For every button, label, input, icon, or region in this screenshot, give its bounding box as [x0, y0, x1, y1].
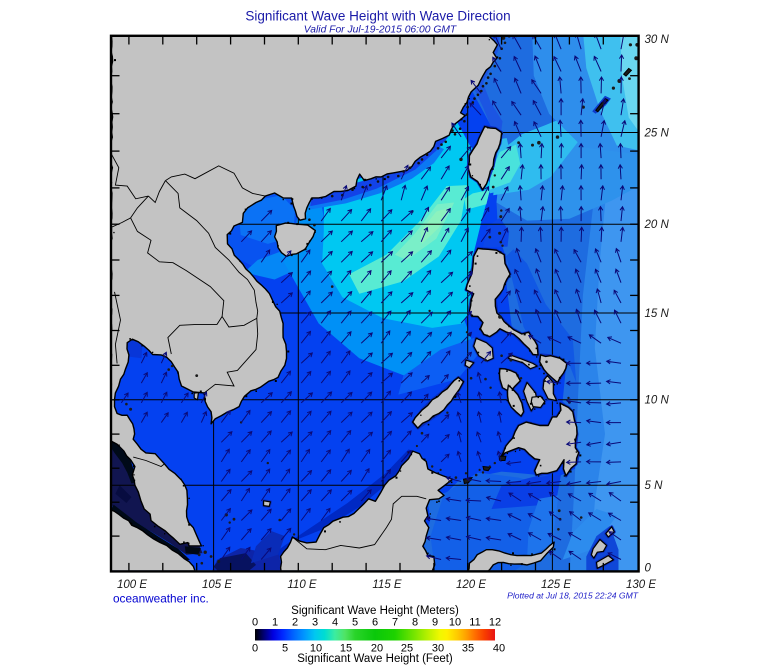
svg-text:oceanweather inc.: oceanweather inc.	[113, 592, 209, 606]
svg-text:6: 6	[372, 617, 378, 629]
svg-text:0: 0	[252, 643, 258, 655]
svg-text:125 E: 125 E	[541, 579, 571, 591]
svg-text:15 N: 15 N	[645, 308, 670, 320]
svg-text:Plotted at Jul 18, 2015 22:24: Plotted at Jul 18, 2015 22:24 GMT	[507, 591, 639, 601]
svg-text:4: 4	[332, 617, 338, 629]
svg-text:40: 40	[493, 643, 505, 655]
svg-text:5: 5	[282, 643, 288, 655]
svg-text:12: 12	[489, 617, 501, 629]
svg-text:11: 11	[469, 617, 480, 629]
svg-text:20: 20	[371, 643, 383, 655]
svg-text:25: 25	[401, 643, 413, 655]
svg-text:1: 1	[272, 617, 278, 629]
svg-text:20 N: 20 N	[644, 219, 670, 231]
svg-text:30: 30	[432, 643, 444, 655]
svg-text:35: 35	[462, 643, 474, 655]
svg-text:Significant Wave Height (Meter: Significant Wave Height (Meters)	[291, 605, 459, 617]
svg-text:8: 8	[412, 617, 418, 629]
svg-text:5: 5	[352, 617, 358, 629]
svg-text:110 E: 110 E	[287, 579, 317, 591]
svg-text:130 E: 130 E	[626, 579, 656, 591]
svg-text:30 N: 30 N	[645, 34, 670, 46]
svg-text:120 E: 120 E	[456, 579, 486, 591]
svg-text:10 N: 10 N	[645, 395, 670, 407]
svg-text:3: 3	[312, 617, 318, 629]
svg-text:10: 10	[310, 643, 322, 655]
svg-text:0: 0	[645, 563, 652, 575]
svg-text:15: 15	[340, 643, 352, 655]
svg-text:9: 9	[432, 617, 438, 629]
svg-text:2: 2	[292, 617, 298, 629]
svg-text:Significant Wave Height with W: Significant Wave Height with Wave Direct…	[245, 9, 510, 24]
svg-text:25 N: 25 N	[644, 127, 670, 139]
svg-text:Significant Wave Height (Feet): Significant Wave Height (Feet)	[297, 653, 453, 665]
svg-text:115 E: 115 E	[372, 579, 402, 591]
svg-text:0: 0	[252, 617, 258, 629]
svg-text:5 N: 5 N	[645, 480, 664, 492]
svg-text:10: 10	[449, 617, 461, 629]
svg-text:105 E: 105 E	[202, 579, 232, 591]
svg-text:100 E: 100 E	[117, 579, 147, 591]
svg-text:Valid For Jul-19-2015 06:00 GM: Valid For Jul-19-2015 06:00 GMT	[304, 25, 457, 36]
svg-text:7: 7	[392, 617, 398, 629]
